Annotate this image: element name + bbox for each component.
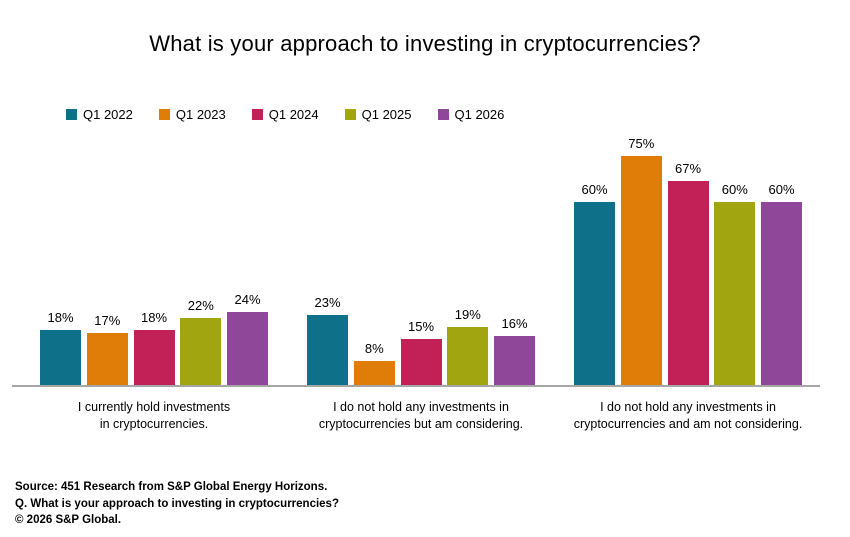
bar-q1-2022-group-3 xyxy=(574,202,615,385)
category-label-1: I currently hold investments in cryptocur… xyxy=(4,399,304,433)
bar-wrap: 17% xyxy=(86,313,128,385)
bar-value-label: 24% xyxy=(234,292,261,307)
bar-wrap: 15% xyxy=(400,319,442,385)
category-label-line: I currently hold investments xyxy=(77,400,231,414)
bar-q1-2022-group-1 xyxy=(40,330,81,385)
bar-wrap: 22% xyxy=(180,298,222,385)
bar-wrap: 60% xyxy=(761,182,802,385)
legend-label: Q1 2026 xyxy=(454,107,505,122)
bar-q1-2024-group-1 xyxy=(133,330,175,385)
bar-value-label: 22% xyxy=(187,298,214,313)
chart-title: What is your approach to investing in cr… xyxy=(149,31,701,56)
bar-wrap: 60% xyxy=(714,182,756,385)
copyright-line: © 2026 S&P Global. xyxy=(15,514,122,526)
bar-value-label: 67% xyxy=(674,161,702,176)
category-label-line: cryptocurrencies and am not considering. xyxy=(573,417,803,431)
bar-value-label: 17% xyxy=(94,313,121,328)
bar-wrap: 23% xyxy=(307,295,348,385)
legend-swatch-icon xyxy=(158,109,170,120)
legend-swatch-icon xyxy=(66,109,77,120)
category-label-line: in cryptocurrencies. xyxy=(99,417,209,431)
bar-wrap: 60% xyxy=(574,182,615,385)
bar-wrap: 18% xyxy=(133,310,175,385)
bar-wrap: 19% xyxy=(447,307,489,385)
legend-swatch-icon xyxy=(344,109,356,120)
bar-value-label: 23% xyxy=(314,295,341,310)
plot-area: 18% 17% 18% 22% 24% 23% 8% 15% 19% 16% 60% 75% 67% 60… xyxy=(12,136,820,387)
bar-value-label: 60% xyxy=(721,182,748,197)
bar-value-label: 15% xyxy=(407,319,435,334)
bar-wrap: 8% xyxy=(353,341,395,385)
bar-q1-2024-group-3 xyxy=(667,181,709,385)
category-label-2: I do not hold any investments in cryptocu… xyxy=(271,399,571,433)
legend-swatch-icon xyxy=(437,109,449,120)
category-label-3: I do not hold any investments in cryptocu… xyxy=(538,399,838,433)
bar-q1-2023-group-3 xyxy=(620,156,662,385)
question-line: Q. What is your approach to investing in… xyxy=(15,497,339,510)
bar-value-label: 18% xyxy=(47,310,74,325)
bar-group-1: 18% 17% 18% 22% 24% xyxy=(40,292,268,385)
bar-group-2: 23% 8% 15% 19% 16% xyxy=(307,295,535,385)
bar-wrap: 18% xyxy=(40,310,81,385)
bar-q1-2026-group-3 xyxy=(761,202,802,385)
bar-value-label: 8% xyxy=(364,341,384,356)
x-axis-line xyxy=(12,385,820,387)
legend-item-q1-2025: Q1 2025 xyxy=(344,107,412,122)
bar-value-label: 60% xyxy=(581,182,608,197)
bar-q1-2022-group-2 xyxy=(307,315,348,385)
legend-item-q1-2023: Q1 2023 xyxy=(158,107,226,122)
category-label-line: cryptocurrencies but am considering. xyxy=(318,417,524,431)
legend-swatch-icon xyxy=(251,109,263,120)
bar-value-label: 18% xyxy=(140,310,168,325)
bar-group-3: 60% 75% 67% 60% 60% xyxy=(574,136,802,385)
bar-q1-2024-group-2 xyxy=(400,339,442,385)
bar-q1-2023-group-2 xyxy=(353,361,395,385)
bar-wrap: 75% xyxy=(620,136,662,385)
bar-value-label: 19% xyxy=(454,307,481,322)
legend-label: Q1 2024 xyxy=(268,107,319,122)
category-label-line: I do not hold any investments in xyxy=(600,400,776,414)
bar-q1-2025-group-1 xyxy=(180,318,222,385)
bar-value-label: 75% xyxy=(628,136,655,151)
legend-label: Q1 2023 xyxy=(175,107,226,122)
bar-wrap: 24% xyxy=(227,292,268,385)
source-line: Source: 451 Research from S&P Global Ene… xyxy=(15,481,328,493)
legend-item-q1-2022: Q1 2022 xyxy=(66,107,133,122)
bar-value-label: 60% xyxy=(768,182,795,197)
bar-q1-2025-group-2 xyxy=(447,327,489,385)
legend-item-q1-2024: Q1 2024 xyxy=(251,107,319,122)
legend-label: Q1 2025 xyxy=(361,107,412,122)
bar-q1-2026-group-2 xyxy=(494,336,535,385)
legend-label: Q1 2022 xyxy=(83,107,133,122)
bar-q1-2023-group-1 xyxy=(86,333,128,385)
bar-wrap: 67% xyxy=(667,161,709,385)
bar-wrap: 16% xyxy=(494,316,535,385)
legend-item-q1-2026: Q1 2026 xyxy=(437,107,505,122)
bar-q1-2025-group-3 xyxy=(714,202,756,385)
legend: Q1 2022 Q1 2023 Q1 2024 Q1 2025 Q1 2026 xyxy=(66,107,504,122)
bar-q1-2026-group-1 xyxy=(227,312,268,385)
category-label-line: I do not hold any investments in xyxy=(333,400,509,414)
source-note: Source: 451 Research from S&P Global Ene… xyxy=(15,479,339,529)
bar-value-label: 16% xyxy=(501,316,528,331)
